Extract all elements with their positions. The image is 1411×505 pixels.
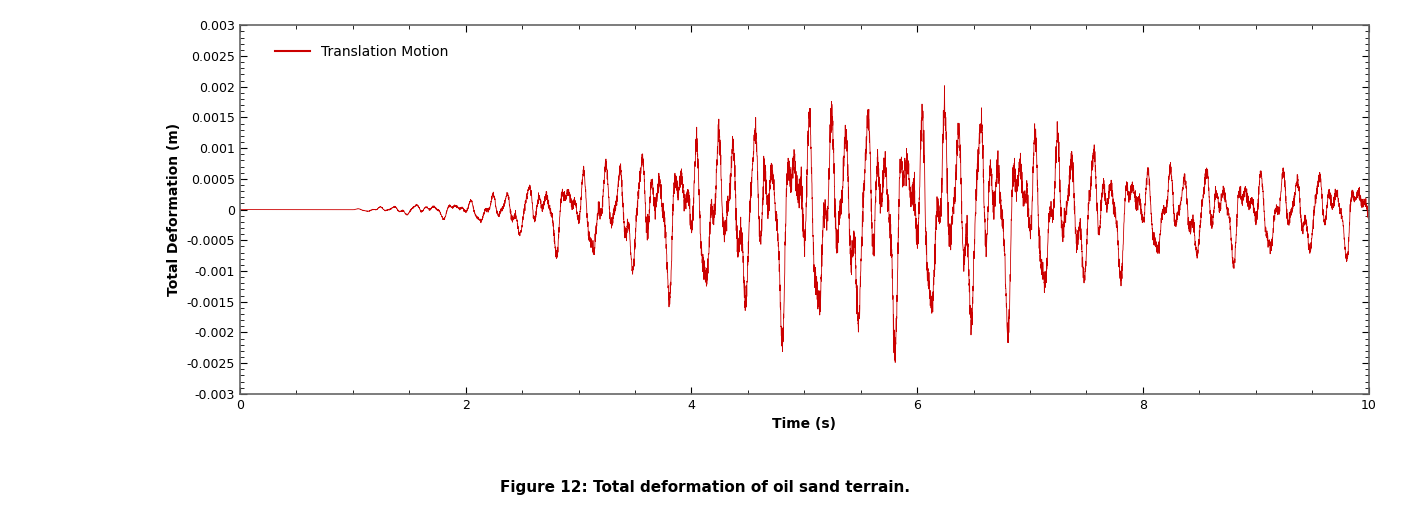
Translation Motion <box>1360 214 1377 220</box>
Translation Motion <box>641 221 658 227</box>
Translation Motion <box>886 360 903 366</box>
Translation Motion <box>231 207 248 213</box>
Y-axis label: Total Deformation (m): Total Deformation (m) <box>166 123 181 296</box>
Line: Translation Motion: Translation Motion <box>240 86 1369 363</box>
Translation Motion <box>948 144 965 150</box>
Translation Motion <box>899 171 916 177</box>
Legend: Translation Motion: Translation Motion <box>270 39 454 65</box>
Translation Motion <box>1129 198 1146 205</box>
Translation Motion <box>1068 234 1085 240</box>
Text: Figure 12: Total deformation of oil sand terrain.: Figure 12: Total deformation of oil sand… <box>501 480 910 495</box>
X-axis label: Time (s): Time (s) <box>772 417 837 431</box>
Translation Motion <box>935 83 952 89</box>
Translation Motion <box>288 207 305 213</box>
